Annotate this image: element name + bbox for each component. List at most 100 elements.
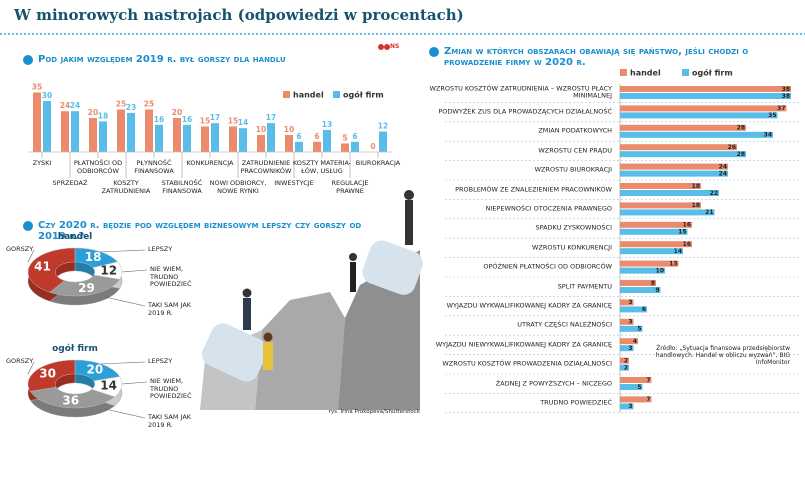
- bar: [341, 143, 349, 152]
- x-tick-label: KOSZTY ZATRUDNIENIA: [101, 179, 151, 195]
- value-label: 23: [126, 103, 136, 112]
- y-tick-label: PROBLEMÓW ZE ZNALEZIENIEM PRACOWNIKÓW: [455, 184, 612, 193]
- bar: [620, 396, 652, 403]
- credit: rys. Irina Prokopeva/Shutterstock: [328, 409, 420, 415]
- bar: [620, 338, 638, 345]
- slice-label: 12: [100, 263, 117, 277]
- donut-title: handel: [57, 232, 93, 242]
- bar: [620, 93, 791, 99]
- value-label: 6: [352, 132, 357, 141]
- value-label: 16: [182, 115, 192, 124]
- bar: [201, 126, 209, 152]
- bar: [620, 131, 773, 138]
- bar: [620, 228, 688, 235]
- value-label: 38: [782, 93, 790, 100]
- value-label: 37: [777, 105, 785, 112]
- value-label: 13: [322, 120, 332, 129]
- value-label: 28: [737, 151, 745, 158]
- value-label: 5: [342, 134, 347, 143]
- heading-icon: [23, 55, 33, 65]
- legend-swatch: [620, 69, 627, 76]
- category-label: NIE WIEM, TRUDNO POWIEDZIEĆ: [150, 265, 192, 288]
- x-tick-label: KOSZTY MATERIA-ŁÓW, USŁUG: [292, 159, 352, 175]
- value-label: 6: [296, 132, 301, 141]
- value-label: 13: [669, 260, 677, 267]
- bar: [61, 111, 69, 152]
- bar: [620, 190, 719, 196]
- value-label: 15: [200, 117, 210, 126]
- value-label: 35: [32, 83, 42, 92]
- slice-label: 18: [85, 250, 102, 264]
- value-label: 15: [228, 117, 238, 126]
- y-tick-label: TRUDNO POWIEDZIEĆ: [540, 398, 612, 407]
- bar: [313, 141, 321, 152]
- value-label: 5: [637, 384, 641, 391]
- block: [362, 240, 423, 295]
- legend-label: handel: [630, 69, 661, 78]
- x-tick-label: KONKURENCJA: [186, 159, 234, 167]
- slice-label: 20: [87, 363, 104, 377]
- bar: [351, 141, 359, 152]
- bar: [295, 141, 303, 152]
- value-label: 24: [719, 170, 727, 177]
- bar: [620, 377, 652, 383]
- value-label: 18: [692, 202, 700, 209]
- bar: [620, 318, 634, 325]
- legend-swatch: [283, 91, 290, 98]
- slice-label: 30: [39, 366, 56, 380]
- bar: [239, 128, 247, 152]
- category-label: LEPSZY: [148, 245, 173, 253]
- value-label: 21: [705, 209, 713, 216]
- label-leader: [99, 249, 146, 253]
- value-label: 14: [674, 248, 682, 255]
- y-tick-label: WYJAZDU NIEWYKWALIFIKOWANEJ KADRY ZA GRA…: [435, 339, 612, 348]
- legend-swatch: [333, 91, 340, 98]
- bar: [211, 123, 219, 152]
- x-tick-label: INWESTYCJE: [274, 179, 314, 187]
- value-label: 9: [655, 287, 659, 294]
- x-tick-label: PŁYNNOŚĆ FINANSOWA: [134, 159, 174, 175]
- x-tick-label: BIUROKRACJA: [355, 159, 401, 167]
- value-label: 24: [719, 163, 727, 170]
- logo-dot: [384, 44, 390, 50]
- figure: [404, 190, 414, 200]
- x-tick-label: ZYSKI: [32, 159, 52, 167]
- figure: [405, 200, 413, 245]
- value-label: 15: [678, 229, 686, 236]
- label-leader: [121, 381, 148, 385]
- figure: [263, 342, 273, 370]
- value-label: 17: [266, 113, 276, 122]
- y-tick-label: WZROSTU CEN PRĄDU: [538, 145, 612, 154]
- value-label: 14: [238, 118, 248, 127]
- bar: [33, 92, 41, 152]
- slice-label: 36: [62, 394, 79, 408]
- bar: [620, 124, 746, 131]
- x-tick-label: NOWI ODBIORCY, NOWE RYNKI: [209, 179, 267, 195]
- bar: [43, 101, 51, 152]
- bar: [620, 384, 643, 390]
- bar: [620, 299, 634, 306]
- category-label: TAKI SAM JAK 2019 R.: [148, 413, 192, 429]
- value-label: 12: [378, 122, 388, 131]
- bar: [267, 123, 275, 152]
- value-label: 35: [768, 112, 776, 119]
- bar: [379, 131, 387, 152]
- category-label: GORSZY: [6, 357, 34, 365]
- bar: [620, 345, 634, 352]
- x-tick-label: REGULACJE PRAWNE: [331, 179, 369, 195]
- value-label: 3: [628, 345, 632, 352]
- chart-title: Pod jakim względem 2019 r. był gorszy dl…: [38, 54, 286, 65]
- logo-dot: [378, 44, 384, 50]
- bar: [620, 183, 701, 189]
- value-label: 5: [637, 326, 641, 333]
- block: [202, 323, 268, 382]
- y-tick-label: UTRATY CZĘŚCI NALEŻNOŚCI: [517, 320, 612, 329]
- bar: [620, 112, 778, 119]
- value-label: 4: [633, 338, 637, 345]
- value-label: 24: [60, 101, 70, 110]
- bar: [127, 112, 135, 152]
- y-tick-label: PODWYŻEK ZUS DLA PROWADZĄCYCH DZIAŁALNOŚ…: [438, 107, 612, 116]
- label-leader: [104, 296, 146, 307]
- y-tick-label: WYJAZDU WYKWALIFIKOWANEJ KADRY ZA GRANIC…: [446, 301, 612, 310]
